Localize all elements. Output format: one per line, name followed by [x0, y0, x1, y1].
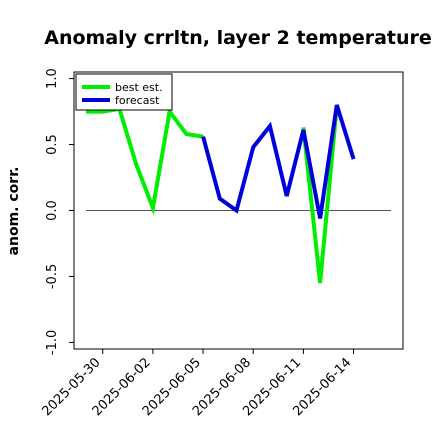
chart-title: Anomaly crrltn, layer 2 temperature: [44, 27, 432, 49]
y-axis-label: anom. corr.: [6, 167, 22, 256]
series-line-best-est-late: [301, 106, 339, 284]
legend: best est. forecast: [75, 73, 173, 111]
y-tick-label: 0.5: [45, 134, 60, 155]
legend-label-forecast: forecast: [115, 94, 160, 107]
legend-label-best-est: best est.: [115, 81, 163, 94]
y-tick-label: 0.0: [45, 200, 60, 221]
y-tick-label: 1.0: [45, 68, 60, 89]
y-tick-label: -0.5: [45, 264, 60, 289]
series-line-best-est: [86, 106, 204, 216]
y-tick-label: -1.0: [45, 330, 60, 355]
legend-box: [75, 73, 173, 111]
series-line-forecast: [201, 104, 356, 219]
